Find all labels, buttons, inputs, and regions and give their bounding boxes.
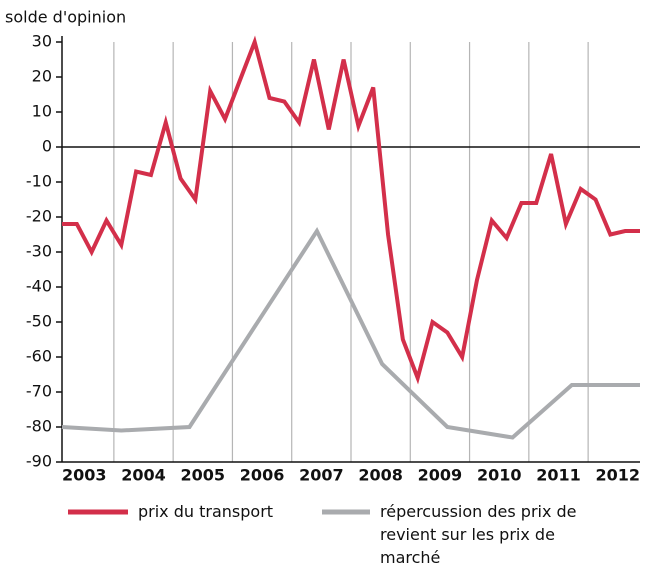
x-tick-label: 2011 bbox=[536, 466, 581, 485]
y-tick-label: -10 bbox=[26, 172, 52, 191]
legend-label: répercussion des prix de revient sur les… bbox=[380, 502, 577, 567]
x-tick-label: 2009 bbox=[418, 466, 463, 485]
line-series bbox=[61, 226, 640, 440]
x-tick-label: 2003 bbox=[62, 466, 107, 485]
y-tick-label: -40 bbox=[26, 277, 52, 296]
x-tick-label: 2004 bbox=[121, 466, 166, 485]
x-tick-label: 2007 bbox=[299, 466, 344, 485]
legend-label: prix du transport bbox=[138, 502, 274, 521]
y-tick-label: 30 bbox=[32, 32, 52, 51]
x-tick-label: 2006 bbox=[240, 466, 285, 485]
x-tick-label: 2008 bbox=[358, 466, 403, 485]
y-tick-label: -50 bbox=[26, 312, 52, 331]
y-tick-label: -20 bbox=[26, 207, 52, 226]
y-tick-label: 10 bbox=[32, 102, 52, 121]
y-tick-label: -90 bbox=[26, 452, 52, 471]
y-tick-label: -80 bbox=[26, 417, 52, 436]
y-tick-label: -60 bbox=[26, 347, 52, 366]
y-axis-label: solde d'opinion bbox=[5, 8, 126, 27]
x-tick-label: 2012 bbox=[596, 466, 641, 485]
line-series bbox=[62, 35, 640, 385]
x-tick-label: 2005 bbox=[181, 466, 226, 485]
y-tick-label: 20 bbox=[32, 67, 52, 86]
x-tick-label: 2010 bbox=[477, 466, 522, 485]
y-tick-label: 0 bbox=[42, 137, 52, 156]
y-tick-label: -70 bbox=[26, 382, 52, 401]
y-tick-label: -30 bbox=[26, 242, 52, 261]
